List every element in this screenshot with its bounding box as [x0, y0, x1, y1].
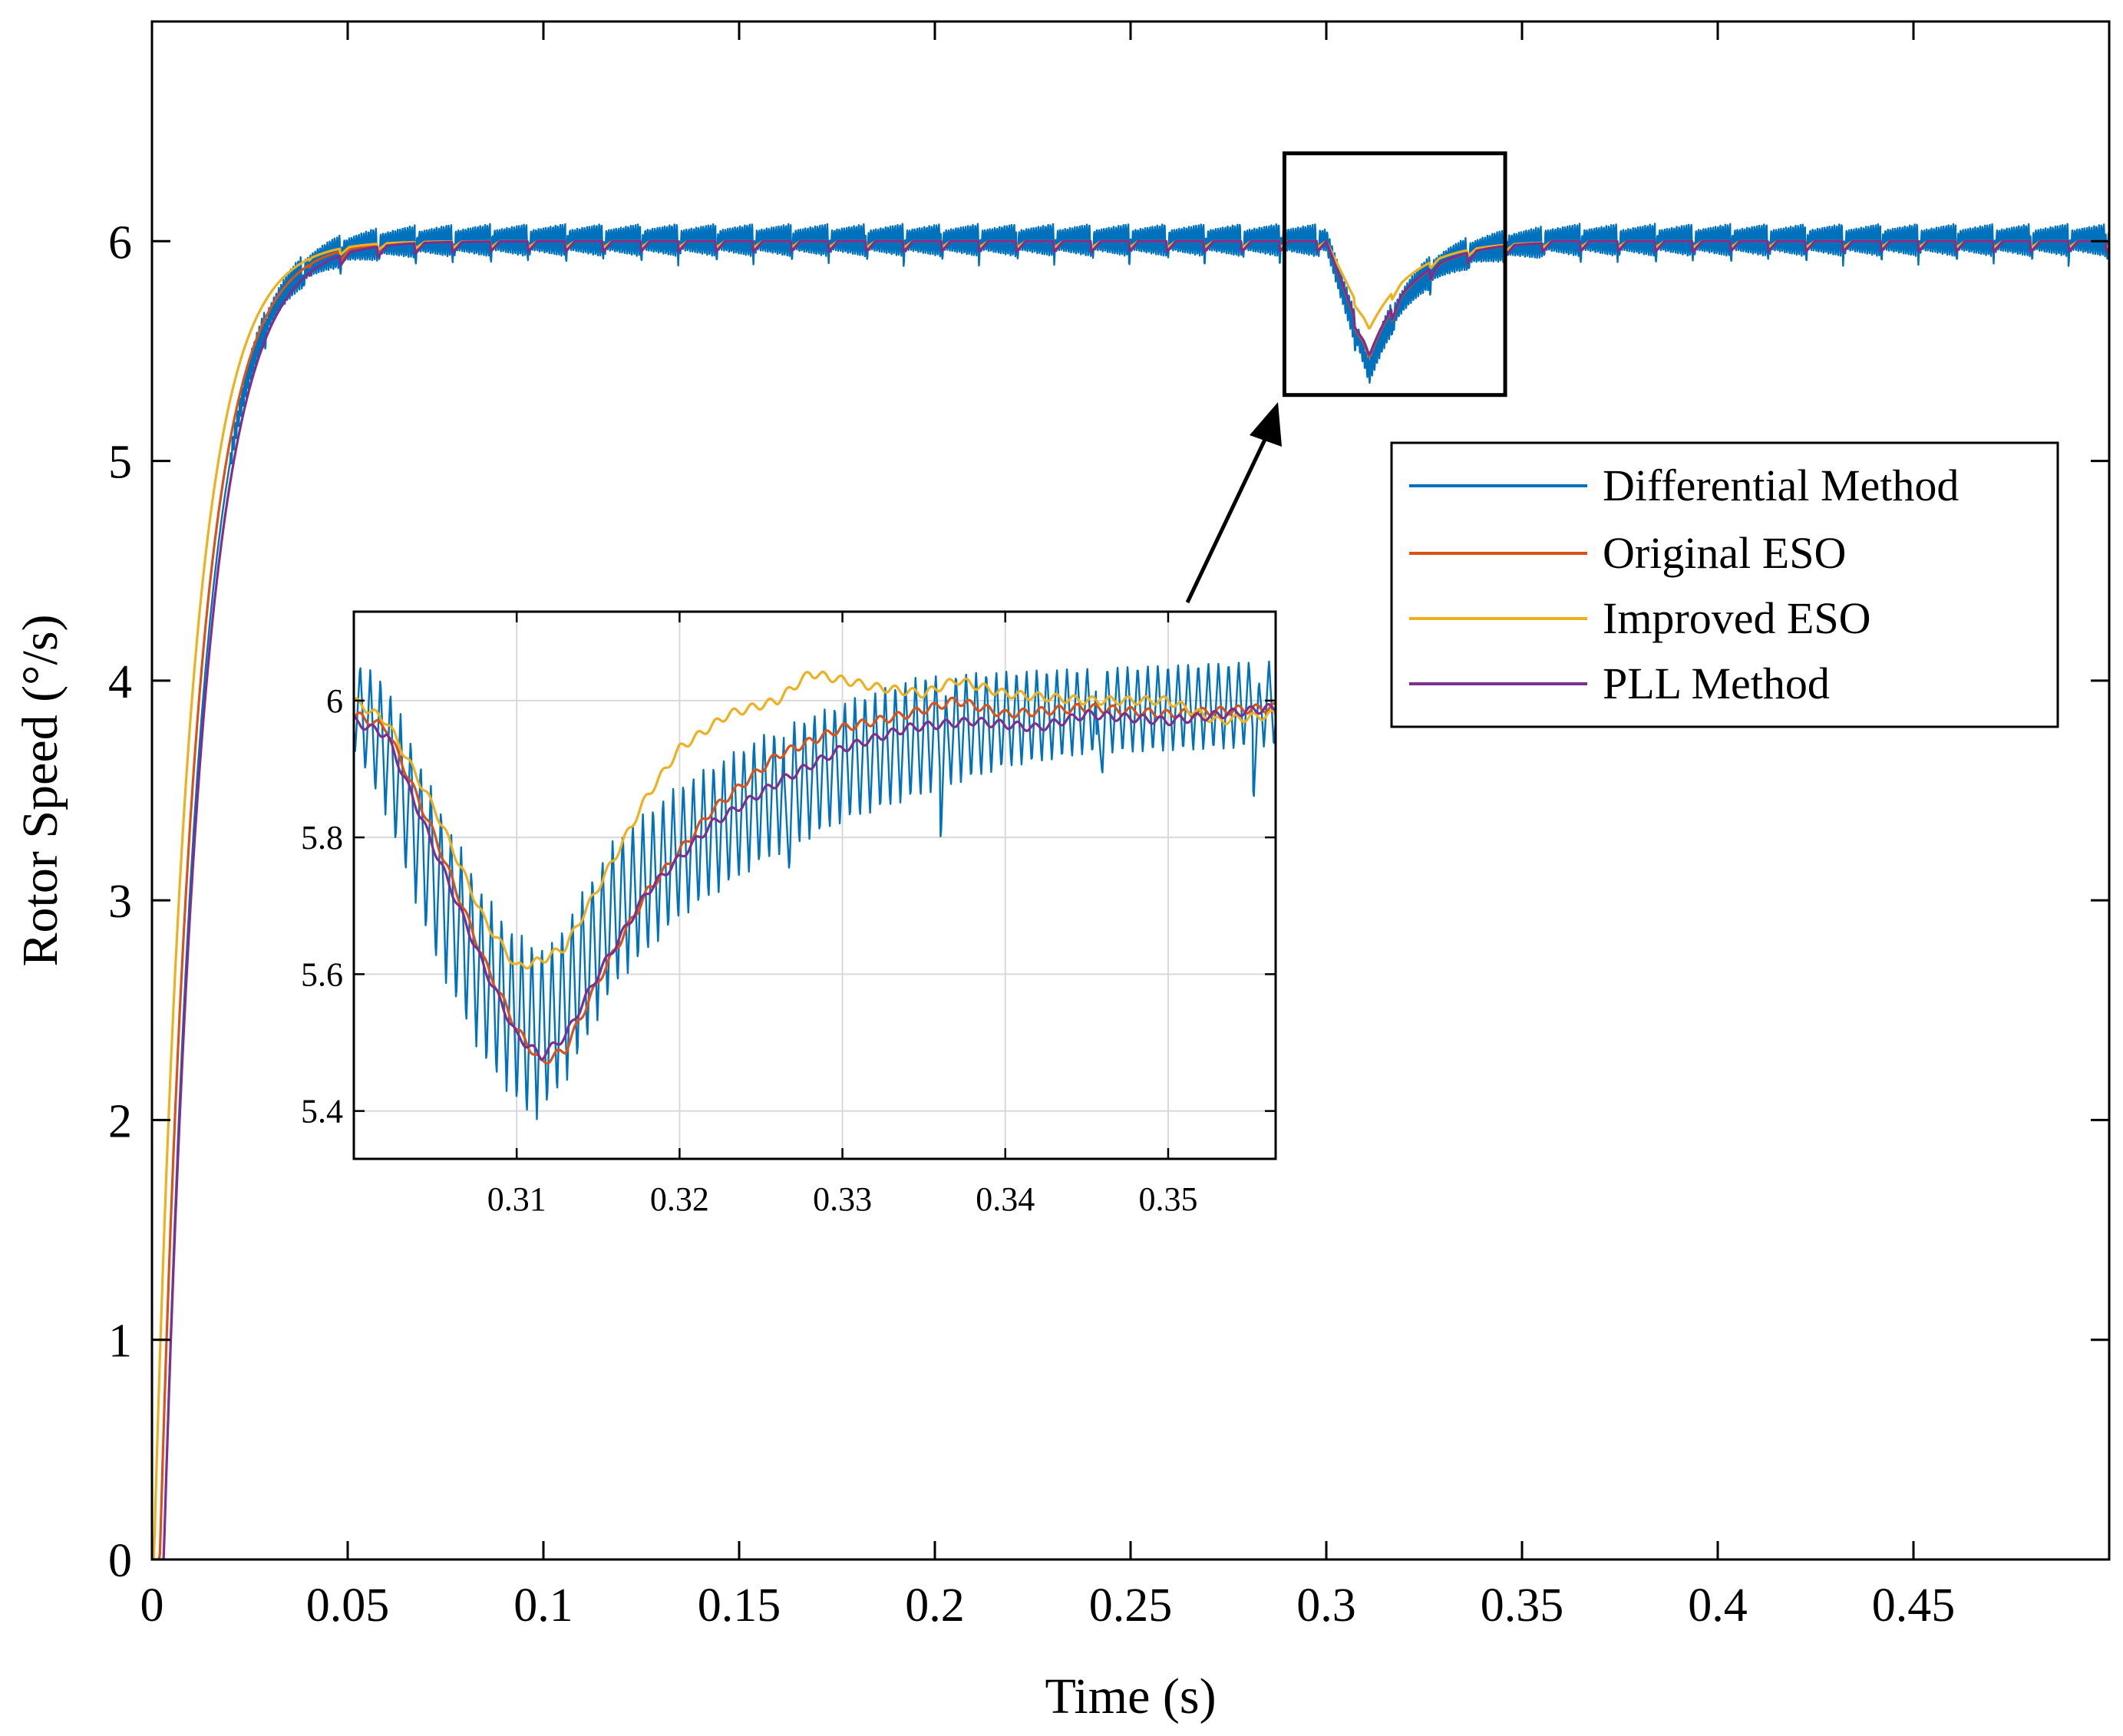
inset-plot-area: 0.31 0.32 0.33 0.34 0.35 5.4 5.6 5.8 6 [301, 610, 1277, 1218]
inset-ticks-group: 0.31 0.32 0.33 0.34 0.35 5.4 5.6 5.8 6 [301, 612, 1276, 1218]
inset-x-tick-label: 0.34 [976, 1180, 1035, 1218]
main-series-pll-method [152, 239, 2109, 1559]
legend: Differential Method Original ESO Improve… [1390, 441, 2059, 728]
legend-item-original-eso: Original ESO [1409, 528, 1846, 578]
main-axes-frame [150, 20, 2111, 1561]
x-tick-label: 0.45 [1872, 1579, 1956, 1632]
inset-y-tick-label: 5.4 [301, 1093, 343, 1130]
x-tick-label: 0.4 [1688, 1579, 1748, 1632]
y-tick-label: 3 [108, 876, 132, 928]
x-tick-label: 0.3 [1296, 1579, 1356, 1632]
legend-box [1390, 441, 2059, 728]
inset-axes-background [354, 612, 1276, 1159]
inset-y-tick-label: 5.8 [301, 819, 343, 856]
y-tick-label: 5 [108, 437, 132, 489]
y-tick-label: 4 [108, 656, 132, 708]
inset-x-tick-label: 0.33 [813, 1180, 872, 1218]
main-series-differential-method [152, 223, 2109, 1559]
x-tick-label: 0.2 [905, 1579, 965, 1632]
inset-x-tick-label: 0.31 [487, 1180, 546, 1218]
inset-y-tick-label: 6 [326, 682, 343, 720]
x-axis-title: Time (s) [1045, 1668, 1216, 1724]
y-axis-title: Rotor Speed (°/s) [12, 614, 68, 966]
y-tick-label: 2 [108, 1095, 132, 1147]
zoom-arrow-head [1250, 402, 1282, 447]
inset-series-differential-method [354, 660, 1276, 1120]
x-tick-label: 0.1 [513, 1579, 573, 1632]
legend-item-pll-method: PLL Method [1409, 658, 1830, 708]
x-tick-label: 0.25 [1089, 1579, 1173, 1632]
zoom-arrow-line [1185, 427, 1273, 604]
inset-y-tick-label: 5.6 [301, 955, 343, 993]
x-tick-label: 0 [140, 1579, 164, 1632]
legend-label-differential-method: Differential Method [1603, 460, 1959, 510]
inset-x-tick-label: 0.32 [650, 1180, 709, 1218]
inset-x-tick-label: 0.35 [1138, 1180, 1197, 1218]
legend-label-improved-eso: Improved ESO [1603, 593, 1871, 643]
y-tick-label: 0 [108, 1535, 132, 1587]
main-series-group [152, 223, 2109, 1559]
zoom-box [1282, 151, 1507, 398]
legend-item-improved-eso: Improved ESO [1409, 593, 1871, 643]
x-tick-label: 0.35 [1481, 1579, 1564, 1632]
inset-series-pll-method [354, 703, 1276, 1061]
inset-series-group [354, 660, 1276, 1120]
inset-axes-frame [352, 610, 1277, 1160]
legend-item-differential-method: Differential Method [1409, 460, 1959, 510]
legend-label-original-eso: Original ESO [1603, 528, 1846, 578]
main-ticks-group: 0 0.05 0.1 0.15 0.2 0.25 0.3 0.35 0.4 0.45 0 1 2 3 4 5 6 [108, 21, 2109, 1632]
inset-series-improved-eso [354, 670, 1276, 970]
x-tick-label: 0.15 [698, 1579, 781, 1632]
y-tick-label: 1 [108, 1315, 132, 1368]
x-tick-label: 0.05 [306, 1579, 390, 1632]
legend-label-pll-method: PLL Method [1603, 658, 1830, 708]
y-tick-label: 6 [108, 216, 132, 269]
